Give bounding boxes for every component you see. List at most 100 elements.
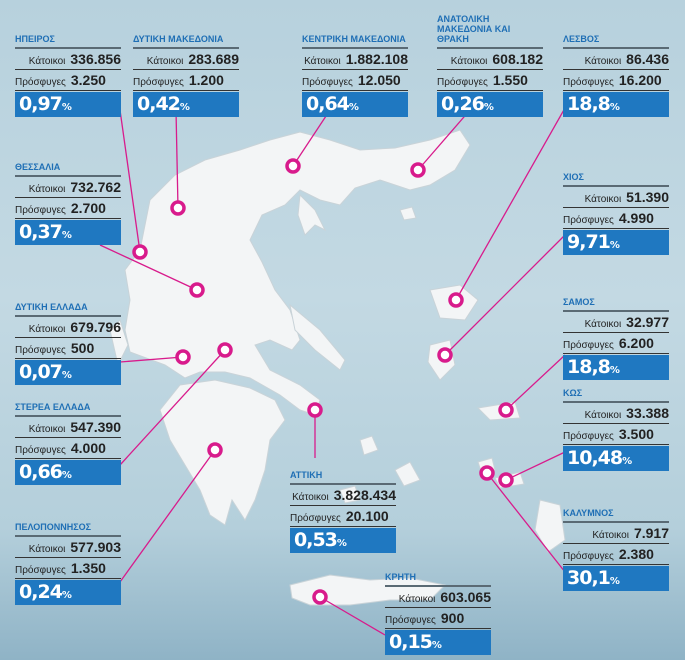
percent-sign: % [61,370,72,381]
refugee-share-bar: 0,42% [133,92,239,117]
percent-sign: % [622,456,633,467]
refugees-value: 4.990 [618,210,654,226]
refugee-share-bar: 18,8% [563,355,669,380]
residents-label: Κάτοικοι [584,319,622,330]
refugees-label: Πρόσφυγες [15,445,66,456]
refugee-share-bar: 30,1% [563,566,669,591]
residents-value: 336.856 [70,51,121,67]
refugees-label: Πρόσφυγες [15,77,66,88]
percent-sign: % [609,365,620,376]
region-panel: ΚΩΣ Κάτοικοι 33.388 Πρόσφυγες 3.500 10,48% [563,376,669,471]
region-panel: ΚΕΝΤΡΙΚΗ ΜΑΚΕΔΟΝΙΑ Κάτοικοι 1.882.108 Πρό… [302,12,408,117]
evia [289,303,346,371]
percent-sign: % [61,230,72,241]
percent-sign: % [61,470,72,481]
percent-sign: % [609,240,620,251]
residents-label: Κάτοικοι [28,184,66,195]
region-marker-icon [189,282,205,298]
refugee-share-value: 0,66 [19,461,63,483]
percent-sign: % [483,102,494,113]
region-marker-icon [132,244,148,260]
refugee-share-bar: 10,48% [563,446,669,471]
refugees-label: Πρόσφυγες [302,77,353,88]
refugee-share-value: 0,24 [19,581,63,603]
percent-sign: % [61,590,72,601]
region-marker-icon [448,292,464,308]
refugees-label: Πρόσφυγες [290,513,341,524]
refugees-row: Πρόσφυγες 4.990 [563,208,669,229]
residents-value: 51.390 [626,189,669,205]
residents-value: 547.390 [70,419,121,435]
residents-value: 679.796 [70,319,121,335]
residents-row: Κάτοικοι 608.182 [437,49,543,70]
refugees-value: 20.100 [345,508,389,524]
region-name: ΚΕΝΤΡΙΚΗ ΜΑΚΕΔΟΝΙΑ [302,12,408,49]
residents-row: Κάτοικοι 732.762 [15,177,121,198]
region-panel: ΚΑΛΥΜΝΟΣ Κάτοικοι 7.917 Πρόσφυγες 2.380 30… [563,496,669,591]
residents-label: Κάτοικοι [584,410,622,421]
leader-line [455,107,566,301]
residents-row: Κάτοικοι 33.388 [563,403,669,424]
refugees-row: Πρόσφυγες 4.000 [15,438,121,459]
region-panel: ΛΕΣΒΟΣ Κάτοικοι 86.436 Πρόσφυγες 16.200 18… [563,22,669,117]
refugees-row: Πρόσφυγες 1.200 [133,70,239,91]
residents-value: 33.388 [626,405,669,421]
residents-label: Κάτοικοι [292,492,329,503]
region-marker-icon [175,349,191,365]
refugees-label: Πρόσφυγες [563,215,614,226]
refugees-row: Πρόσφυγες 1.550 [437,70,543,91]
refugees-value: 6.200 [618,335,654,351]
refugees-value: 4.000 [70,440,106,456]
refugees-value: 1.350 [70,560,106,576]
refugees-row: Πρόσφυγες 2.700 [15,198,121,219]
region-name: ΘΕΣΣΑΛΙΑ [15,150,121,177]
refugees-label: Πρόσφυγες [563,551,614,562]
region-marker-icon [312,589,328,605]
refugee-share-bar: 0,26% [437,92,543,117]
residents-label: Κάτοικοι [28,424,66,435]
refugee-share-bar: 0,64% [302,92,408,117]
refugee-share-bar: 18,8% [563,92,669,117]
cyclades-1 [359,435,379,456]
refugees-row: Πρόσφυγες 12.050 [302,70,408,91]
leader-line [444,234,566,356]
corfu-island [109,319,129,367]
region-marker-icon [170,200,186,216]
refugees-label: Πρόσφυγες [437,77,488,88]
residents-row: Κάτοικοι 577.903 [15,537,121,558]
refugee-share-bar: 0,15% [385,630,491,655]
region-panel: ΧΙΟΣ Κάτοικοι 51.390 Πρόσφυγες 4.990 9,71% [563,160,669,255]
residents-row: Κάτοικοι 336.856 [15,49,121,70]
refugees-value: 1.200 [188,72,224,88]
percent-sign: % [431,640,442,651]
cyclades-2 [394,461,421,487]
residents-row: Κάτοικοι 283.689 [133,49,239,70]
region-panel: ΑΤΤΙΚΗ Κάτοικοι 3.828.434 Πρόσφυγες 20.100… [290,458,396,553]
refugees-row: Πρόσφυγες 2.380 [563,544,669,565]
refugees-row: Πρόσφυγες 20.100 [290,506,396,527]
percent-sign: % [609,576,620,587]
leader-line [505,354,566,411]
leader-line [119,449,216,583]
region-marker-icon [410,162,426,178]
refugee-share-value: 0,64 [306,93,350,115]
region-panel: ΔΥΤΙΚΗ ΕΛΛΑΔΑ Κάτοικοι 679.796 Πρόσφυγες 5… [15,290,121,385]
residents-label: Κάτοικοι [28,324,66,335]
refugee-share-value: 0,07 [19,361,63,383]
region-marker-icon [207,442,223,458]
refugees-label: Πρόσφυγες [563,431,614,442]
residents-label: Κάτοικοι [592,530,629,541]
leader-line [119,349,226,466]
residents-label: Κάτοικοι [450,56,488,67]
refugees-value: 1.550 [492,72,528,88]
region-marker-icon [479,465,495,481]
residents-row: Κάτοικοι 3.828.434 [290,485,396,506]
residents-label: Κάτοικοι [146,56,184,67]
refugees-value: 12.050 [357,72,401,88]
residents-row: Κάτοικοι 679.796 [15,317,121,338]
residents-value: 732.762 [70,179,121,195]
region-name: ΣΤΕΡΕΑ ΕΛΛΑΔΑ [15,390,121,417]
peloponnese [159,379,286,526]
residents-label: Κάτοικοι [28,544,66,555]
